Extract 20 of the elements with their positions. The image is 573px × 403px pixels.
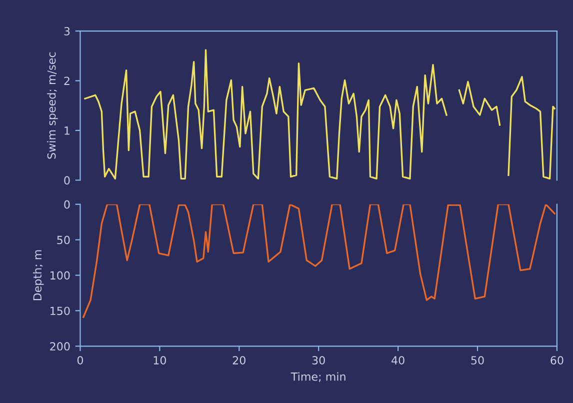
line-series <box>82 204 556 318</box>
x-tick-label: 0 <box>77 356 84 364</box>
y-tick-label: 0 <box>64 200 70 209</box>
x-tick-label: 20 <box>232 356 246 364</box>
y-tick-label: 50 <box>57 236 70 244</box>
y-axis-title: Depth; m <box>32 250 44 300</box>
y-tick-label: 100 <box>50 271 70 280</box>
x-tick-label: 50 <box>471 356 484 364</box>
y-tick-label: 150 <box>50 306 70 316</box>
x-tick-label: 30 <box>312 356 325 364</box>
y-tick-label: 0 <box>64 176 70 185</box>
x-axis-title: Time; min <box>290 372 346 382</box>
y-tick-label: 1 <box>64 126 70 135</box>
y-tick-label: 2 <box>64 76 70 85</box>
y-tick-label: 200 <box>50 342 70 351</box>
x-tick-label: 60 <box>550 356 564 364</box>
x-tick-label: 40 <box>392 356 404 364</box>
y-axis-title: Swim speed; m/sec <box>47 52 58 159</box>
x-tick-label: 10 <box>154 356 166 364</box>
y-tick-label: 3 <box>64 27 70 36</box>
